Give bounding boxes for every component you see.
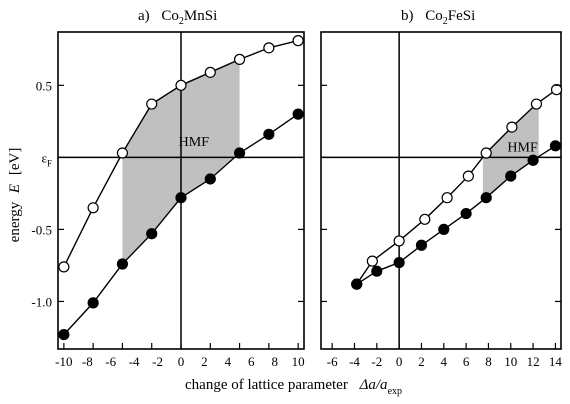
panel-b-series-2-line [356, 145, 556, 285]
panel-b-series-2-point [438, 223, 450, 236]
panel-b-series-2-point [549, 140, 562, 152]
panel-a-series-2-point [233, 147, 246, 159]
panel-b-series-1-point [550, 84, 563, 96]
panel-b-x-tick-label: 14 [549, 354, 563, 369]
panel-b-series-1-point [441, 192, 453, 204]
panel-b-hmf-label: HMF [507, 141, 538, 156]
panel-b-frame [320, 31, 562, 350]
panel-b-x-tick-label: 10 [504, 354, 517, 369]
panel-a-series-2-point [263, 128, 275, 140]
panel-b-title: b) Co2FeSi [401, 8, 475, 27]
panel-a-series-1-point [116, 147, 129, 159]
y-axis-title-symbol: E [7, 184, 23, 194]
panel-b-series-2-point [351, 278, 363, 290]
x-axis-title: change of lattice parameter Δa/aexp [185, 377, 402, 397]
panel-a-label: a) [138, 8, 150, 24]
panel-a-x-tick-label: 6 [248, 354, 255, 369]
panel-a-series-1-point [233, 53, 246, 65]
panel-b-series-2-point [480, 192, 492, 204]
panel-a-title: a) Co2MnSi [138, 8, 217, 27]
panel-b-series-2-point [371, 265, 383, 277]
panel-a-series-1-point [175, 79, 187, 91]
x-axis-title-prefix: change of lattice parameter [185, 377, 348, 393]
panel-b-series-1-point [393, 235, 405, 247]
panel-a-y-tick-label: -1.0 [31, 294, 52, 309]
panel-b-label: b) [401, 8, 414, 24]
y-axis-title-unit: [eV] [7, 148, 23, 175]
panel-a-x-tick-label: 0 [178, 354, 185, 369]
panel-b-series-1-line [356, 89, 557, 285]
fermi-symbol: ε [42, 150, 48, 165]
panel-a-x-tick-label: -8 [82, 354, 93, 369]
x-axis-title-sub: exp [388, 386, 402, 397]
panel-a-plot: HMF -10 -8 -6 -4 -2 0 2 4 6 8 10 0.5 εF -0.5 -1.0 [31, 32, 305, 369]
panel-a-series-2-point [175, 192, 187, 204]
panel-b-series-1-point [480, 147, 492, 159]
panel-a-x-tick-label: -6 [105, 354, 116, 369]
panel-a-x-tick-label: 4 [225, 354, 232, 369]
panel-b-x-tick-label: 2 [418, 354, 425, 369]
panel-b-series-2-point [505, 170, 517, 182]
panel-a-compound-sub: 2 [179, 16, 184, 27]
panel-b-compound-base: Co [425, 8, 443, 24]
panel-a-series-2-point [146, 228, 158, 240]
panel-a-series-1-point [263, 42, 275, 54]
panel-a-series-2-point [116, 258, 129, 270]
panel-a-compound-rest: MnSi [184, 8, 217, 24]
panel-b-series-1-point [506, 121, 518, 133]
panel-b-series-1-point [530, 98, 543, 110]
panel-a-series-2-point [292, 108, 304, 120]
x-axis-title-symbol: Δa/a [359, 377, 388, 393]
panel-b-x-tick-label: 8 [485, 354, 492, 369]
panel-b-series-2-point [527, 154, 539, 166]
panel-b-plot: HMF -6 -4 -2 0 2 4 6 8 10 12 14 [321, 32, 562, 369]
fermi-subscript: F [47, 158, 52, 168]
panel-b-compound-sub: 2 [443, 16, 448, 27]
panel-a-series-2-point [87, 297, 99, 309]
panel-b-series-2-point [460, 207, 472, 220]
panel-b-series-1-point [462, 170, 474, 182]
panel-a-hmf-label: HMF [179, 135, 210, 150]
panel-a-compound-base: Co [161, 8, 179, 24]
y-axis-title: energy E [eV] [7, 148, 23, 243]
panel-a-y-tick-label: 0.5 [36, 78, 52, 93]
panel-b-series-2-point [415, 239, 428, 251]
panel-b-series-2-point [393, 256, 405, 269]
panel-a-x-tick-label: -4 [129, 354, 140, 369]
panel-b-x-tick-label: 4 [441, 354, 448, 369]
panel-a-series-2-point [58, 328, 70, 341]
panel-b-x-tick-label: -4 [349, 354, 360, 369]
panel-a-x-tick-label: 2 [201, 354, 208, 369]
panel-a-series-2-point [204, 173, 216, 185]
panel-b-series-1-point [366, 255, 378, 267]
panel-a-x-tick-label: -2 [152, 354, 163, 369]
panel-b-compound-rest: FeSi [448, 8, 476, 24]
panel-a-x-tick-label: -10 [55, 354, 72, 369]
panel-a-x-tick-label: 8 [271, 354, 278, 369]
panel-b-x-tick-label: 12 [527, 354, 540, 369]
panel-a-x-tick-label: 10 [292, 354, 305, 369]
panel-a-y-tick-label: -0.5 [31, 222, 52, 237]
y-axis-title-prefix: energy [7, 201, 23, 242]
panel-b-x-tick-label: 0 [396, 354, 403, 369]
panel-a-series-1-point [292, 35, 304, 47]
panel-a-series-1-point [58, 261, 70, 273]
panel-b-x-tick-label: -6 [327, 354, 338, 369]
panel-b-series-1-point [419, 213, 431, 225]
panel-a-series-1-point [146, 98, 158, 110]
panel-a-series-1-point [87, 202, 99, 214]
panel-b-x-tick-label: 6 [463, 354, 470, 369]
panel-b-x-tick-label: -2 [371, 354, 382, 369]
panel-a-series-1-point [204, 66, 216, 78]
panel-b-hmf-region [482, 102, 539, 201]
panel-a-y-tick-label: εF [42, 150, 52, 168]
